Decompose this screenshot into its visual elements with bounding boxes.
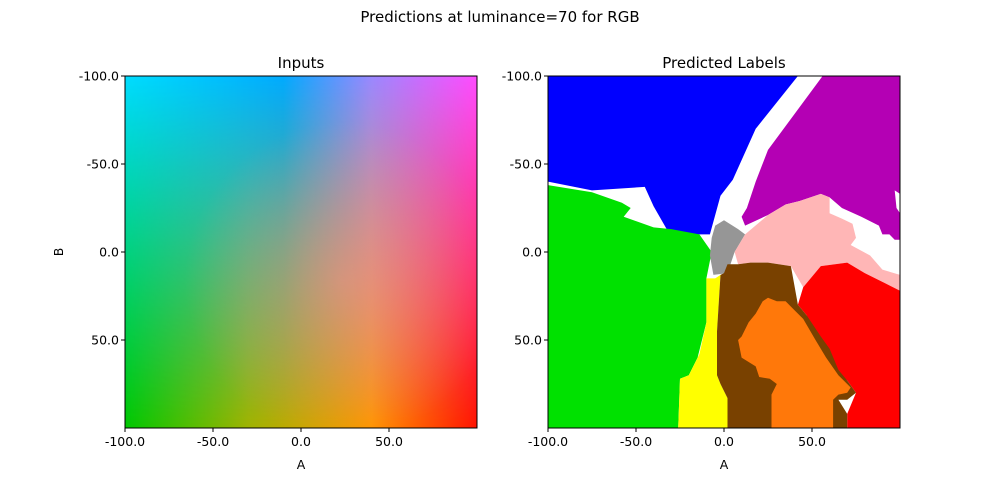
x-tick-label: -50.0 (197, 434, 229, 449)
suptitle: Predictions at luminance=70 for RGB (360, 8, 639, 26)
x-tick-label: -100.0 (105, 434, 145, 449)
inputs-ticks: -100.0 -50.0 0.0 50.0 -100.0 -50.0 0.0 50.0 (79, 69, 403, 450)
region-pink (734, 193, 900, 291)
y-tick-label: -50.0 (87, 157, 119, 172)
inputs-title: Inputs (278, 54, 325, 72)
x-tick-label: -100.0 (528, 434, 568, 449)
y-tick-label: -50.0 (510, 157, 542, 172)
x-tick-label: -50.0 (620, 434, 652, 449)
y-tick-label: 50.0 (514, 333, 542, 348)
x-tick-label: 0.0 (291, 434, 311, 449)
inputs-heatmap-center (125, 76, 477, 428)
x-tick-label: 0.0 (714, 434, 734, 449)
x-tick-label: 50.0 (798, 434, 826, 449)
y-tick-label: 0.0 (522, 245, 542, 260)
y-tick-label: 0.0 (99, 245, 119, 260)
region-red (797, 262, 900, 428)
x-tick-label: 50.0 (375, 434, 403, 449)
inputs-ylabel: B (51, 248, 66, 257)
region-gray (709, 220, 746, 275)
region-purple (741, 76, 900, 240)
predicted-regions (548, 76, 900, 428)
y-tick-label: -100.0 (502, 69, 542, 84)
predicted-labels-panel: Predicted Labels -100.0 -50.0 0.0 50.0-100.… (502, 54, 901, 472)
predicted-xlabel: A (720, 457, 729, 472)
inputs-xlabel: A (297, 457, 306, 472)
region-blue (548, 76, 798, 235)
region-yellow (678, 274, 728, 428)
y-tick-label: 50.0 (91, 333, 119, 348)
y-tick-label: -100.0 (79, 69, 119, 84)
predicted-labels-title: Predicted Labels (662, 54, 786, 72)
region-orange (738, 297, 851, 428)
region-green (548, 185, 712, 428)
inputs-panel: Inputs -100.0 -50.0 0.0 50.0 -100.0 -50.0 0.0 5… (51, 54, 478, 472)
predicted-ticks: -100.0 -50.0 0.0 50.0 -100.0 -50.0 0.0 50.0 (502, 69, 826, 450)
